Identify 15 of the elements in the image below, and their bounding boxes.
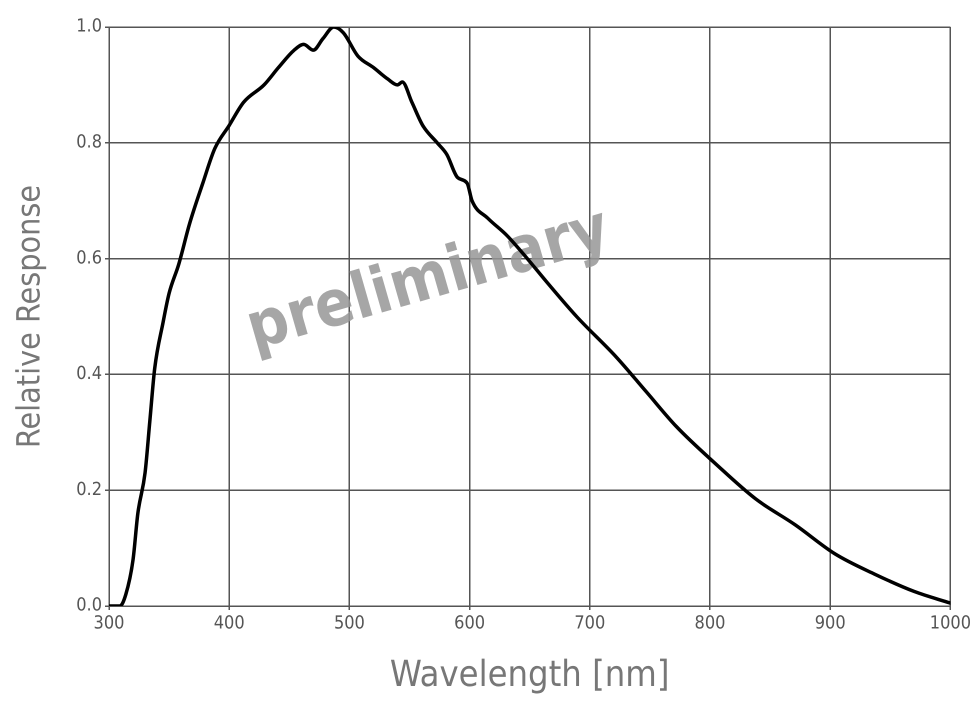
- y-tick-label: 0.4: [76, 363, 102, 384]
- y-tick-label: 1.0: [76, 16, 102, 37]
- x-axis-title: Wavelength [nm]: [390, 654, 670, 695]
- x-tick-label: 700: [574, 612, 606, 634]
- y-tick-label: 0.6: [76, 247, 102, 268]
- y-tick-label: 0.8: [76, 131, 102, 152]
- y-axis-title: Relative Response: [10, 184, 48, 448]
- line-series: [109, 27, 950, 606]
- x-tick-label: 800: [694, 612, 726, 634]
- y-tick-label: 0.2: [76, 478, 102, 500]
- x-tick-label: 400: [214, 612, 245, 634]
- x-tick-label: 1000: [930, 612, 971, 634]
- x-tick-label: 600: [454, 612, 486, 634]
- x-tick-label: 500: [334, 612, 365, 634]
- x-tick-label: 900: [814, 612, 846, 634]
